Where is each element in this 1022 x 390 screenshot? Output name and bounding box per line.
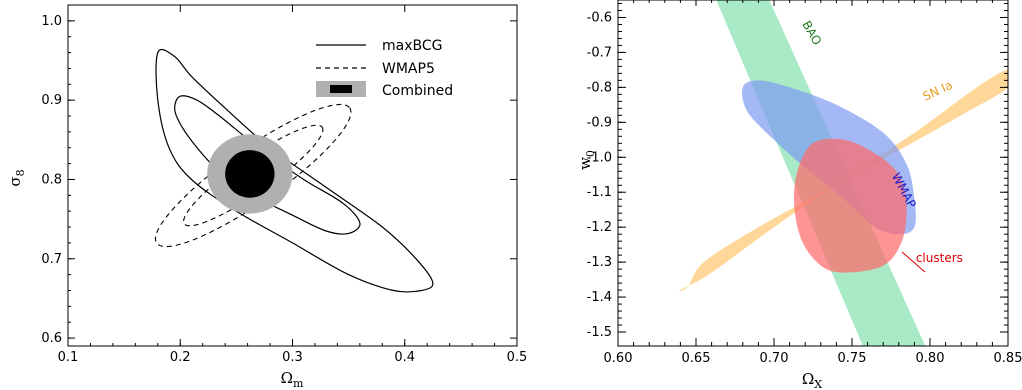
right-axis-ticks: 0.60 0.65 0.70 0.75 0.80 0.85 -0.6 -0.7 -0.8 -0.9… [587,0,1022,366]
left-xtick-label: 0.3 [282,350,303,365]
maxbcg-outer-contour [155,48,434,293]
legend-label-maxbcg: maxBCG [382,38,442,54]
legend-label-wmap5: WMAP5 [382,61,435,77]
right-xtick-label: 0.65 [682,351,711,366]
left-xlabel: Ωm [281,369,304,390]
right-panel: 0.60 0.65 0.70 0.75 0.80 0.85 -0.6 -0.7 -0.8 -0.9… [576,0,1022,390]
left-ytick-label: 0.8 [41,172,62,187]
right-xtick-label: 0.85 [994,351,1022,366]
right-xtick-label: 0.60 [604,351,633,366]
clusters-region [794,138,907,273]
left-ytick-label: 1.0 [41,14,62,29]
right-ytick-label: -1.5 [587,325,612,340]
right-ylabel: w0 [576,150,597,170]
left-contours [154,48,434,293]
legend-swatch-combined-inner [330,85,352,93]
right-ytick-label: -0.6 [587,10,612,25]
right-ytick-label: -1.2 [587,220,612,235]
right-regions [679,0,1008,346]
left-xtick-label: 0.2 [170,350,191,365]
left-legend: maxBCG WMAP5 Combined [316,38,453,99]
sn-ia-region [679,69,1008,292]
sn-ia-label: SN Ia [921,78,955,104]
left-ylabel: σ8 [6,169,27,186]
right-ytick-label: -0.9 [587,115,612,130]
left-axis-ticks: 0.1 0.2 0.3 0.4 0.5 0.6 0.7 0.8 0.9 1.0 [41,5,527,365]
right-xtick-label: 0.70 [760,351,789,366]
right-xlabel: ΩX [802,370,822,390]
legend-label-combined: Combined [382,83,453,99]
left-ytick-label: 0.9 [41,93,62,108]
wmap5-outer-contour [154,103,352,248]
left-ytick-label: 0.6 [41,331,62,346]
left-xtick-label: 0.1 [58,350,79,365]
bao-label: BAO [799,18,824,47]
right-plot-frame [617,0,1009,347]
right-xtick-label: 0.75 [838,351,867,366]
right-xtick-label: 0.80 [916,351,945,366]
left-panel: 0.1 0.2 0.3 0.4 0.5 0.6 0.7 0.8 0.9 1.0 maxBCG WM… [6,4,527,390]
right-ytick-label: -0.8 [587,80,612,95]
right-ytick-label: -1.3 [587,255,612,270]
right-ytick-label: -1.0 [587,150,612,165]
right-ytick-label: -0.7 [587,45,612,60]
left-ytick-label: 0.7 [41,252,62,267]
right-ytick-label: -1.1 [587,185,612,200]
left-xtick-label: 0.4 [394,350,415,365]
clusters-label: clusters [916,251,963,265]
right-ytick-label: -1.4 [587,290,612,305]
left-plot-frame [67,4,518,347]
clusters-pointer-line [901,251,926,273]
combined-inner-region [225,150,275,198]
maxbcg-inner-contour [173,95,361,235]
left-xtick-label: 0.5 [507,350,528,365]
